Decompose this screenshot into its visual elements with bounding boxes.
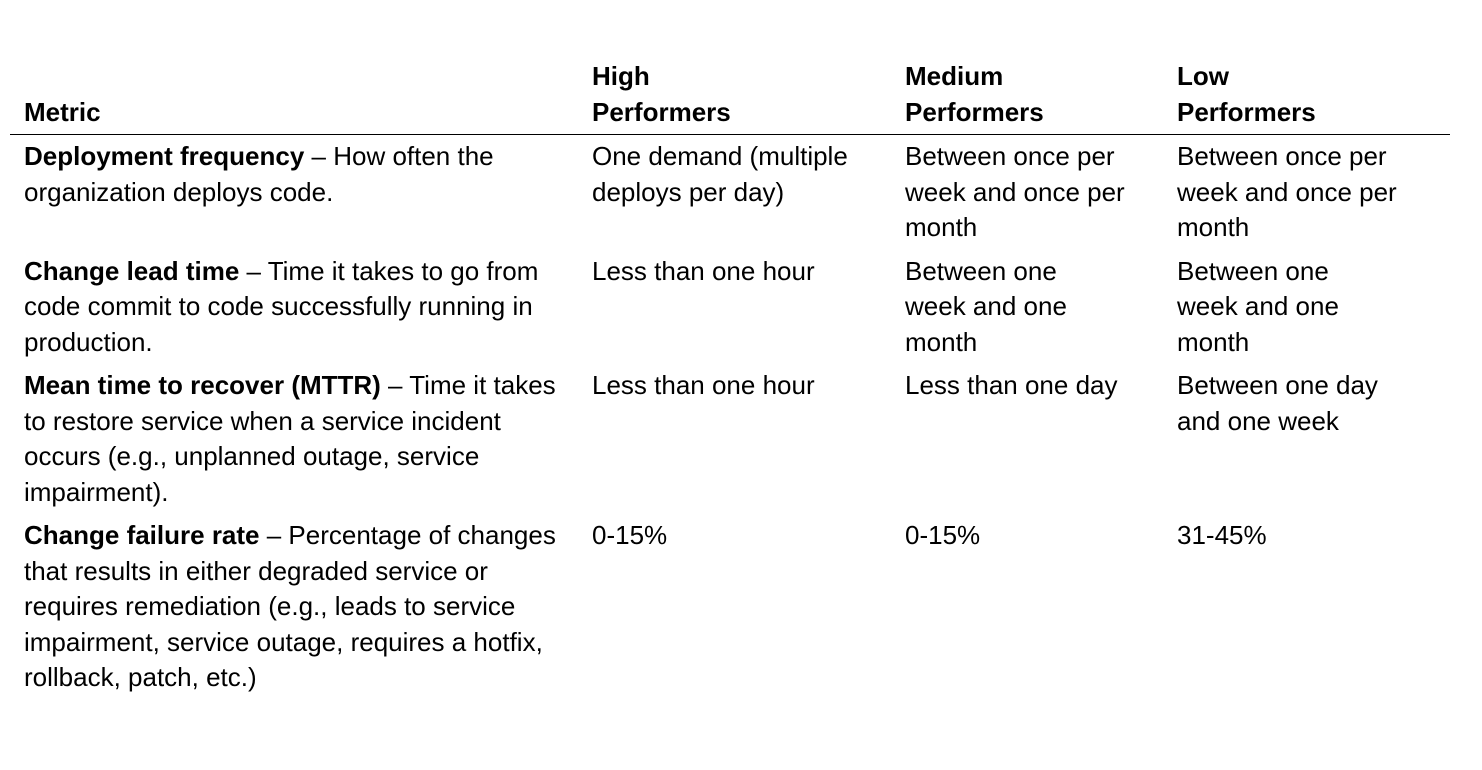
low-value: Between once per week and once per month xyxy=(1177,141,1397,242)
header-metric-label: Metric xyxy=(24,97,101,127)
high-value: Less than one hour xyxy=(592,370,815,400)
table-row: Change lead time – Time it takes to go f… xyxy=(10,246,1450,361)
metric-description: – Percentage of changes that results in … xyxy=(24,520,556,692)
metric-cell: Mean time to recover (MTTR) – Time it ta… xyxy=(10,360,592,510)
header-low-performers: Low Performers xyxy=(1177,58,1450,130)
table-row: Mean time to recover (MTTR) – Time it ta… xyxy=(10,360,1450,510)
table-header: Metric High Performers Medium Performers… xyxy=(10,58,1450,135)
header-metric: Metric xyxy=(10,94,592,130)
header-low-line2: Performers xyxy=(1177,97,1316,127)
low-value: 31-45% xyxy=(1177,520,1267,550)
metric-description: – Time it takes to go from code commit t… xyxy=(24,255,539,357)
header-high-line2: Performers xyxy=(592,97,731,127)
metrics-table: Metric High Performers Medium Performers… xyxy=(10,58,1450,696)
header-high-performers: High Performers xyxy=(592,58,905,130)
medium-value: Less than one day xyxy=(905,370,1118,400)
header-medium-line1: Medium xyxy=(905,61,1004,91)
header-medium-performers: Medium Performers xyxy=(905,58,1177,130)
metric-name: Change lead time xyxy=(24,255,240,286)
header-high-line1: High xyxy=(592,61,650,91)
metric-name: Mean time to recover (MTTR) xyxy=(24,370,381,400)
metric-cell: Deployment frequency – How often the org… xyxy=(10,135,592,210)
medium-value: Between once per week and once per month xyxy=(905,141,1125,242)
header-medium-line2: Performers xyxy=(905,97,1044,127)
low-value: Between one week and one month xyxy=(1177,255,1339,357)
high-value: 0-15% xyxy=(592,520,668,550)
metric-description: – Time it takes to restore service when … xyxy=(24,370,556,507)
high-value: One demand (multiple deploys per day) xyxy=(592,141,848,207)
medium-value: Between one week and one month xyxy=(905,255,1067,357)
low-value: Between one day and one week xyxy=(1177,370,1378,436)
metric-description: – How often the organization deploys cod… xyxy=(24,141,494,207)
header-low-line1: Low xyxy=(1177,61,1229,91)
medium-value: 0-15% xyxy=(905,520,981,550)
table-row: Deployment frequency – How often the org… xyxy=(10,135,1450,246)
high-value: Less than one hour xyxy=(592,255,815,286)
metric-cell: Change lead time – Time it takes to go f… xyxy=(10,246,592,361)
table-row: Change failure rate – Percentage of chan… xyxy=(10,510,1450,696)
metric-cell: Change failure rate – Percentage of chan… xyxy=(10,510,592,696)
metric-name: Deployment frequency xyxy=(24,141,305,171)
metric-name: Change failure rate xyxy=(24,520,260,550)
